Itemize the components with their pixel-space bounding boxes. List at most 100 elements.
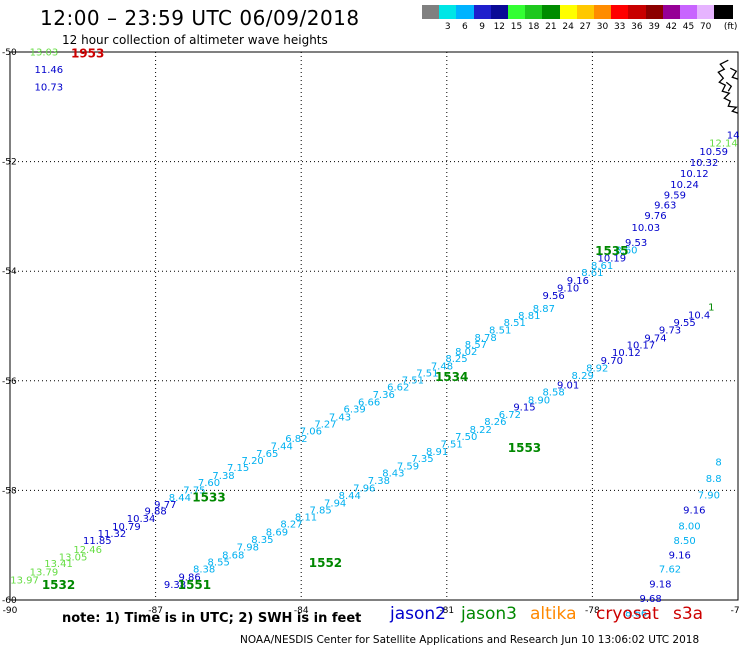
wave-height-label: 9.16 bbox=[669, 550, 691, 561]
lat-tick-label: -54 bbox=[2, 267, 17, 277]
lon-tick-label: -75 bbox=[731, 606, 740, 616]
wave-height-label: 8.78 bbox=[474, 333, 496, 344]
legend-label: 21 bbox=[545, 22, 557, 32]
legend-swatch bbox=[542, 5, 562, 19]
wave-height-label: 9.38 bbox=[164, 580, 186, 591]
wave-height-label: 7.51 bbox=[416, 368, 438, 379]
pass-time-label: 1552 bbox=[309, 556, 342, 570]
wave-height-label: 8 bbox=[715, 458, 721, 469]
wave-height-label: 6.39 bbox=[343, 405, 365, 416]
wave-height-label: 8.61 bbox=[581, 268, 603, 279]
wave-height-label: 8.69 bbox=[266, 527, 288, 538]
wave-height-label: 8.8 bbox=[706, 474, 722, 485]
wave-height-label: 7.62 bbox=[659, 565, 681, 576]
legend-swatch bbox=[628, 5, 648, 19]
wave-height-label: 8.90 bbox=[528, 395, 550, 406]
legend-label: 12 bbox=[493, 22, 506, 32]
legend-label: 70 bbox=[699, 22, 712, 32]
wave-height-label: 9.16 bbox=[567, 276, 589, 287]
wave-height-label: 8.51 bbox=[504, 318, 526, 329]
legend-swatch bbox=[697, 5, 717, 19]
wave-height-label: 8.00 bbox=[678, 521, 700, 532]
wave-height-label: 9.74 bbox=[644, 333, 666, 344]
wave-height-label: 8.44 bbox=[339, 491, 361, 502]
wave-height-label: 8.29 bbox=[572, 371, 594, 382]
legend-swatch bbox=[490, 5, 510, 19]
pass-time-label: 1532 bbox=[42, 578, 75, 592]
map-subtitle: 12 hour collection of altimeter wave hei… bbox=[62, 33, 328, 47]
lon-tick-label: -84 bbox=[294, 606, 309, 616]
pass-time-label: 1535 bbox=[595, 244, 628, 258]
wave-height-label: 13.03 bbox=[30, 47, 59, 58]
lat-tick-label: -52 bbox=[2, 158, 17, 168]
wave-height-label: 7.20 bbox=[242, 456, 264, 467]
legend-swatch bbox=[680, 5, 699, 19]
wave-height-label: 9.55 bbox=[673, 318, 695, 329]
wave-height-label: 8.50 bbox=[673, 536, 695, 547]
wave-height-label: 1 bbox=[708, 303, 714, 314]
wave-height-label: 7.59 bbox=[397, 462, 419, 473]
wave-height-label: 7.44 bbox=[271, 441, 293, 452]
legend-swatch bbox=[559, 5, 579, 19]
wave-height-label: 7.38 bbox=[212, 471, 234, 482]
wave-height-label: 8.81 bbox=[518, 311, 540, 322]
wave-height-label: 8.26 bbox=[484, 417, 506, 428]
wave-height-label: 8.60 bbox=[615, 246, 637, 257]
legend-label: 3 bbox=[444, 22, 451, 32]
wave-height-label: 7.06 bbox=[300, 427, 322, 438]
wave-height-label: 7.38 bbox=[368, 476, 390, 487]
wave-height-label: 8.22 bbox=[470, 425, 492, 436]
wave-height-label: 9.01 bbox=[557, 380, 579, 391]
wave-height-label: 10.73 bbox=[35, 82, 64, 93]
wave-height-label: 6.72 bbox=[499, 410, 521, 421]
wave-height-label: 11.85 bbox=[83, 536, 112, 547]
legend-swatch bbox=[662, 5, 682, 19]
lat-tick-label: -60 bbox=[2, 596, 17, 606]
lat-tick-label: -50 bbox=[2, 48, 17, 58]
wave-height-label: 6.62 bbox=[387, 383, 409, 394]
wave-height-label: 8.38 bbox=[193, 565, 215, 576]
wave-height-label: 7.60 bbox=[198, 478, 220, 489]
legend-swatch bbox=[594, 5, 613, 19]
wave-height-label: 7.35 bbox=[411, 454, 433, 465]
lon-tick-label: -90 bbox=[3, 606, 18, 616]
legend-swatch bbox=[422, 5, 441, 19]
wave-height-label: 9.15 bbox=[513, 402, 535, 413]
wave-height-label: 8.55 bbox=[208, 557, 230, 568]
satellite-name: jason2 bbox=[390, 604, 446, 624]
wave-height-label: 6.66 bbox=[358, 397, 380, 408]
wave-height-label: 7.27 bbox=[314, 419, 336, 430]
wave-height-label: 10.59 bbox=[699, 147, 728, 158]
footer-note: note: 1) Time is in UTC; 2) SWH is in fe… bbox=[62, 611, 362, 626]
wave-height-label: 8.44 bbox=[169, 493, 191, 504]
legend-label: 30 bbox=[596, 22, 609, 32]
legend-label: 36 bbox=[631, 22, 643, 32]
lat-tick-label: -56 bbox=[2, 377, 17, 387]
wave-height-label: 8.87 bbox=[533, 304, 555, 315]
wave-height-label: 10.19 bbox=[597, 253, 626, 264]
wave-height-label: 13.97 bbox=[10, 576, 39, 587]
wave-height-label: 13.05 bbox=[59, 553, 88, 564]
legend-swatch bbox=[645, 5, 665, 19]
wave-height-label: 7.85 bbox=[309, 505, 331, 516]
wave-height-label: 10.12 bbox=[612, 348, 641, 359]
lat-tick-label: -58 bbox=[2, 486, 17, 496]
satellite-name: altika bbox=[530, 604, 577, 624]
map-frame bbox=[9, 51, 739, 601]
wave-height-label: 9.56 bbox=[542, 291, 564, 302]
wave-height-label: 8.91 bbox=[426, 447, 448, 458]
pass-time-label: 1533 bbox=[192, 490, 225, 504]
wave-height-label: 9.63 bbox=[654, 201, 676, 212]
wave-height-label: 10.79 bbox=[112, 522, 141, 533]
map-title: 12:00 – 23:59 UTC 06/09/2018 bbox=[40, 6, 360, 30]
wave-height-label: 7.15 bbox=[227, 463, 249, 474]
wave-height-label: 12.14 bbox=[709, 138, 738, 149]
wave-height-label: 9.16 bbox=[683, 505, 705, 516]
wave-height-label: 12.46 bbox=[73, 545, 102, 556]
wave-height-label: 9.86 bbox=[178, 572, 200, 583]
wave-height-label: 9.10 bbox=[557, 283, 579, 294]
wave-height-label: 8.02 bbox=[455, 347, 477, 358]
lon-tick-label: -87 bbox=[148, 606, 163, 616]
legend-swatch bbox=[611, 5, 631, 19]
wave-height-label: 10.12 bbox=[680, 169, 709, 180]
